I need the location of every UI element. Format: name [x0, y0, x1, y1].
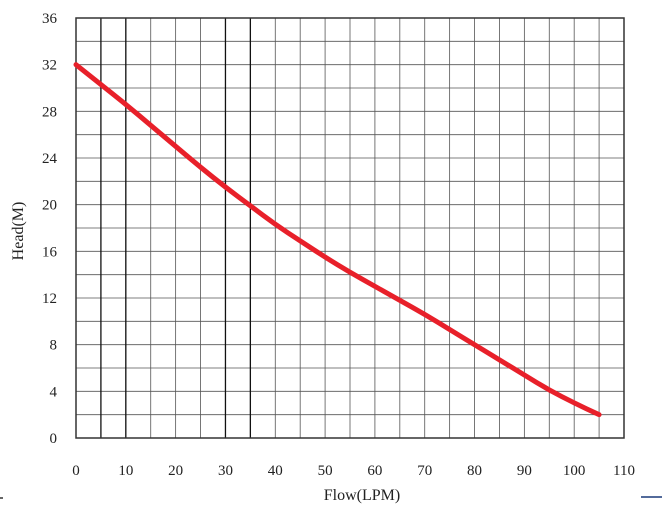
- x-tick-label: 50: [318, 463, 333, 479]
- series-line-0: [73, 62, 602, 418]
- x-tick-label: 40: [268, 463, 283, 479]
- y-tick-label: 24: [42, 151, 58, 167]
- y-tick-label: 32: [42, 58, 57, 74]
- x-tick-label: 70: [417, 463, 432, 479]
- x-tick-label: 30: [218, 463, 233, 479]
- x-tick-label: 60: [367, 463, 382, 479]
- x-axis-title: Flow(LPM): [324, 487, 400, 504]
- x-tick-label: 0: [72, 463, 80, 479]
- plot-frame: [75, 17, 625, 439]
- y-tick-label: 36: [42, 11, 58, 27]
- x-tick-label: 110: [613, 463, 635, 479]
- y-tick-label: 8: [50, 338, 58, 354]
- y-tick-label: 4: [50, 384, 58, 400]
- x-tick-label: 20: [168, 463, 183, 479]
- y-tick-label: 20: [42, 198, 57, 214]
- y-tick-label: 0: [50, 431, 58, 447]
- x-tick-label: 100: [563, 463, 586, 479]
- major-gridlines: [100, 18, 252, 438]
- y-tick-labels: 0 4 8 12 16 20 24 28 32 36: [42, 11, 58, 447]
- x-tick-label: 90: [517, 463, 532, 479]
- x-tick-labels: 0 10 20 30 40 50 60 70 80 90 100 110: [72, 463, 635, 479]
- y-tick-label: 28: [42, 104, 57, 120]
- x-tick-label: 10: [118, 463, 133, 479]
- x-tick-label: 80: [467, 463, 482, 479]
- minor-gridlines: [75, 17, 625, 439]
- y-tick-label: 12: [42, 291, 57, 307]
- y-tick-label: 16: [42, 244, 58, 260]
- y-axis-title: Head(M): [10, 202, 27, 261]
